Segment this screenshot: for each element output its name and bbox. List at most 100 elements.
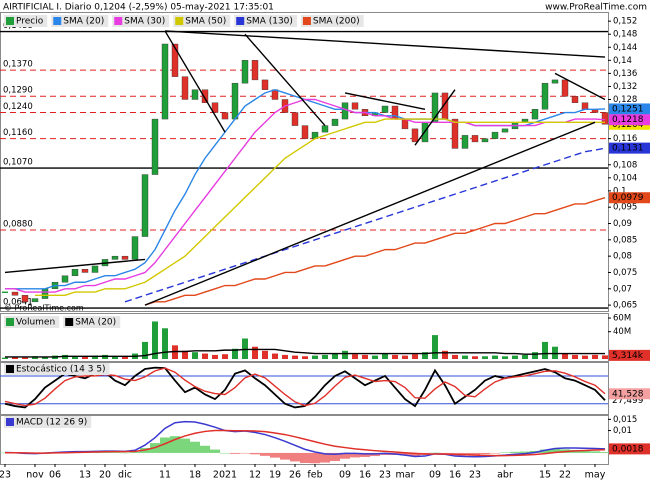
x-tick-label: 06 [49,470,61,481]
x-tick-label: 16 [359,470,371,481]
macd-histogram [170,436,180,453]
legend-bg [4,316,60,328]
x-tick-label: 09 [429,470,441,481]
volume-bar [192,352,198,359]
macd-histogram [430,452,440,454]
value-badge [609,349,650,361]
macd-histogram [470,452,480,455]
macd-histogram [490,452,500,454]
legend-swatch [6,17,14,25]
candle [191,89,199,100]
x-tick-label: dic [118,470,132,481]
volume-bar [462,355,468,359]
trend-line [4,258,146,274]
y-tick-label: 0,07 [613,284,632,294]
volume-bar [142,341,148,359]
volume-bar [262,350,268,359]
volume-bar [542,341,548,359]
legend-label: SMA (20) [75,318,116,328]
volume-bar [292,355,298,359]
candle [211,102,219,113]
candle [581,102,589,110]
x-tick-label: 23 [0,470,11,481]
x-tick-label: 18 [189,470,201,481]
chart-title: AIRTIFICIAL I. Diario 0,1204 (-2,59%) 05… [3,3,274,13]
trend-line [554,72,606,101]
legend-label: Volumen [16,318,55,328]
candle [171,43,179,77]
x-tick-label: 16 [449,470,461,481]
legend-bg [51,15,109,27]
volume-bar [492,355,498,359]
volume-bar [82,356,88,359]
candle [301,125,309,139]
level-label: 0,1290 [3,86,33,96]
x-tick-label: may [585,470,606,481]
legend-bg [4,363,110,375]
volume-bar [222,354,228,359]
panel-frame [0,362,609,415]
volume-bar [302,356,308,359]
candle [561,79,569,97]
candle [321,125,329,133]
trend-line [164,30,606,58]
value-badge [609,192,650,204]
y-tick-label: 0,095 [613,203,637,213]
candle [11,291,19,296]
legend-label: SMA (50) [185,17,226,27]
volume-bar [412,354,418,359]
macd-histogram [230,452,240,454]
level-label: 0,1160 [3,128,33,138]
x-tick-label: 11 [159,470,171,481]
y-tick-label: 0,136 [613,69,637,79]
sma-line [5,98,606,293]
value-badge [609,142,650,154]
value-badge-label: 27,499 [612,396,644,406]
volume-bar [572,354,578,359]
candle [491,131,499,139]
volume-bar [352,354,358,359]
volume-bar [252,346,258,359]
volume-bar [362,354,368,359]
macd-histogram [330,452,340,461]
legend-label: SMA (20) [63,17,104,27]
candle [531,109,539,120]
y-tick-label: 0,085 [613,235,637,245]
volume-bar [502,356,508,359]
macd-histogram [200,445,210,453]
y-tick-label: 0,108 [613,160,637,170]
candle [471,135,479,143]
candle [251,60,259,81]
candle [41,288,49,299]
candle [601,112,609,125]
x-tick-label: 23 [379,470,391,481]
sma-line [144,197,606,306]
volume-bar [452,354,458,359]
level-label: 0,1240 [3,102,33,112]
candle [91,265,99,273]
level-label: 0,1370 [3,60,33,70]
candle [121,255,129,260]
value-badge-label: 41,528 [612,389,644,399]
y-tick-label: 0,132 [613,82,637,92]
panel-frame [0,12,609,312]
y-tick-label: 0,104 [613,173,637,183]
macd-histogram [360,452,370,457]
macd-histogram [290,452,300,462]
y-tick-label: 0,1 [613,186,627,196]
volume-bar [432,335,438,359]
macd-histogram [410,452,420,457]
legend-swatch [53,17,62,25]
candle [501,128,509,133]
legend-swatch [236,17,245,25]
macd-histogram [350,452,360,458]
legend-bg [63,316,121,328]
macd-histogram [600,452,610,453]
candle [261,79,269,90]
x-tick-label: feb [307,470,322,481]
x-tick-label: 15 [539,470,551,481]
candle [201,89,209,103]
trend-line [244,33,326,127]
volume-bar [22,357,28,359]
